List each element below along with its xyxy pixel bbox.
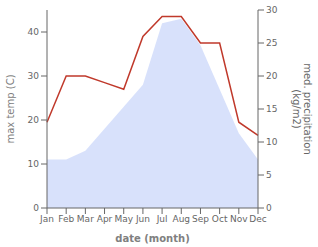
svg-text:May: May [114,214,133,224]
svg-text:Mar: Mar [77,214,94,224]
svg-text:25: 25 [266,38,277,48]
svg-text:Jan: Jan [39,214,54,224]
svg-text:10: 10 [28,159,40,169]
svg-text:Jun: Jun [135,214,150,224]
svg-text:Sep: Sep [192,214,209,224]
svg-text:0: 0 [33,203,39,213]
svg-text:20: 20 [266,71,278,81]
svg-text:20: 20 [28,115,40,125]
svg-text:Apr: Apr [97,214,113,224]
svg-text:date (month): date (month) [115,233,189,244]
svg-text:med. precipitation(kg/m2): med. precipitation(kg/m2) [291,63,310,155]
svg-text:Dec: Dec [249,214,266,224]
svg-text:Nov: Nov [230,214,248,224]
svg-text:30: 30 [28,71,40,81]
svg-text:Jul: Jul [156,214,168,224]
svg-text:Feb: Feb [58,214,74,224]
svg-text:5: 5 [266,170,272,180]
svg-text:15: 15 [266,104,277,114]
svg-text:40: 40 [28,27,40,37]
svg-text:10: 10 [266,137,278,147]
svg-text:Aug: Aug [172,214,190,224]
svg-text:Oct: Oct [212,214,228,224]
svg-text:0: 0 [266,203,272,213]
svg-text:30: 30 [266,5,278,15]
svg-text:max temp (C): max temp (C) [8,74,16,143]
